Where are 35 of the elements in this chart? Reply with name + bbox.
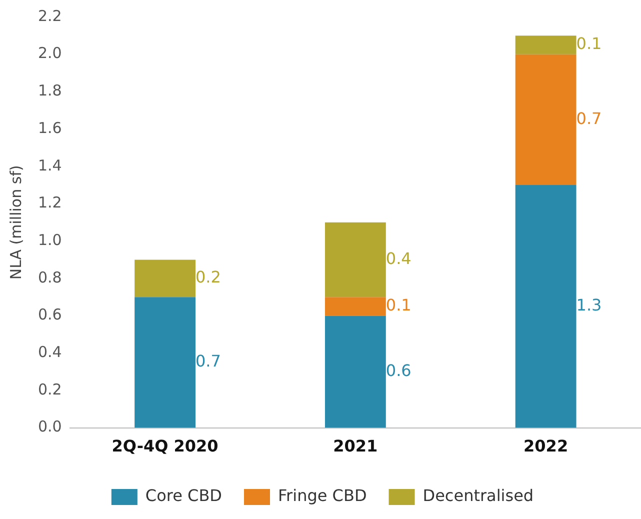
y-tick-label: 0.0 [38,418,62,436]
y-tick-label: 1.8 [38,82,62,100]
legend-label: Decentralised [422,486,534,506]
bar [324,316,386,428]
data-label: 0.7 [196,352,221,371]
data-label: 0.7 [576,108,602,128]
bar [515,36,576,54]
bar [515,185,576,428]
bar [134,260,196,298]
legend-label: Core CBD [145,486,222,506]
y-tick-label: 0.8 [38,268,62,286]
x-tick-label: 2022 [524,436,568,456]
bar [324,222,386,298]
data-label: 0.4 [386,248,412,268]
y-tick-label: 1.0 [38,230,62,249]
y-tick-label: 0.4 [38,343,62,361]
bar [134,297,196,428]
y-tick-label: 1.6 [38,118,62,137]
data-label: 1.3 [576,296,602,315]
data-label: 0.6 [386,360,412,380]
data-label: 0.1 [386,296,412,315]
y-axis-title: NLA (million sf) [6,165,25,280]
bar [515,54,576,186]
data-label: 0.1 [576,34,602,54]
y-tick-label: 2.2 [38,6,62,25]
y-tick-label: 1.4 [38,156,62,174]
bar [324,297,386,316]
y-tick-label: 1.2 [38,194,62,212]
y-tick-label: 0.2 [38,380,62,398]
x-tick-label: 2021 [333,436,378,456]
legend-label: Fringe CBD [278,486,367,506]
y-tick-label: 0.6 [38,306,62,324]
y-tick-label: 2.0 [38,44,62,62]
x-tick-label: 2Q-4Q 2020 [112,436,218,456]
data-label: 0.2 [196,268,221,287]
